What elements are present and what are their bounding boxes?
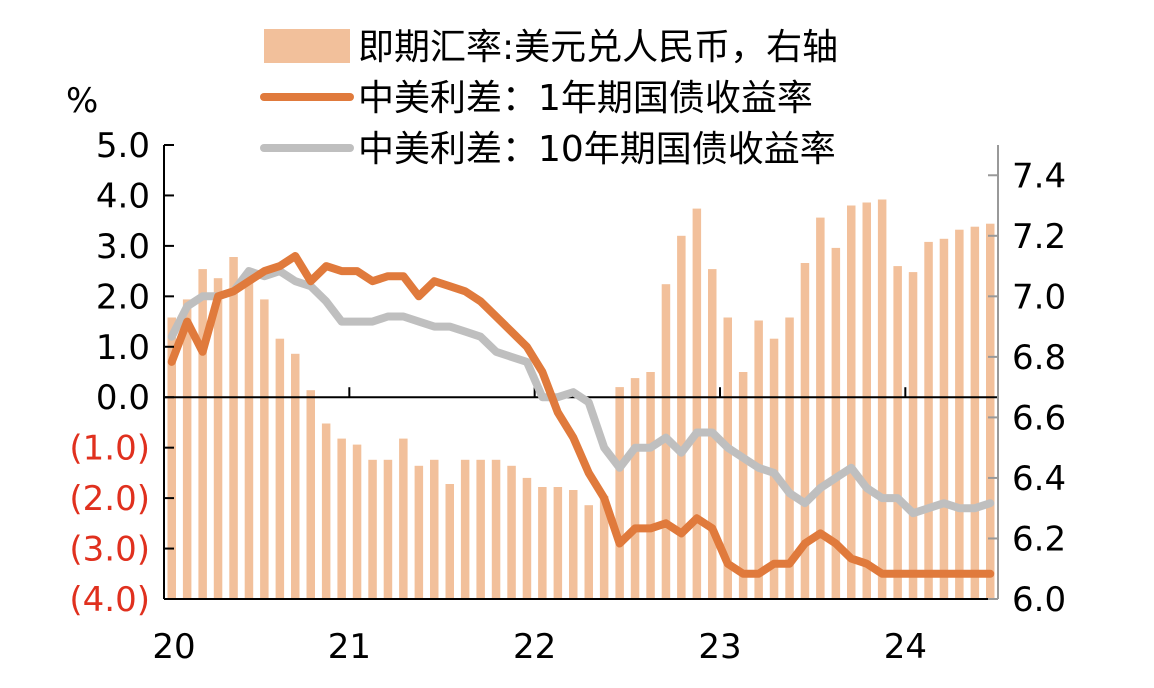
bar-2020-10 xyxy=(306,390,315,599)
left-tick-label: 3.0 xyxy=(96,227,150,267)
left-tick-label: 4.0 xyxy=(96,176,150,216)
bar-2021-12 xyxy=(522,477,532,599)
legend-label: 中美利差：10年期国债收益率 xyxy=(358,129,836,170)
axes-group xyxy=(163,144,999,600)
x-tick-label-22: 22 xyxy=(513,627,556,667)
bar-2024-03 xyxy=(939,238,949,600)
bar-2024-05 xyxy=(970,226,980,599)
left-tick-label: (2.0) xyxy=(69,479,150,519)
bar-2023-12 xyxy=(893,266,902,599)
bar-2024-02 xyxy=(924,241,933,599)
bar-2021-06 xyxy=(430,459,439,599)
legend-label: 中美利差：1年期国债收益率 xyxy=(358,78,813,119)
bar-2020-11 xyxy=(321,423,331,599)
x-tick-label-20: 20 xyxy=(152,627,195,667)
left-tick-label: 5.0 xyxy=(96,126,150,166)
right-tick-label: 6.8 xyxy=(1012,338,1066,378)
bar-2022-01 xyxy=(538,487,547,599)
legend-item-exchange-rate: 即期汇率:美元兑人民币，右轴 xyxy=(264,27,838,68)
bar-2020-08 xyxy=(275,338,285,599)
bar-2023-05 xyxy=(785,317,794,599)
bar-2022-04 xyxy=(584,505,593,599)
bar-2021-07 xyxy=(445,484,454,599)
x-tick-label-24: 24 xyxy=(884,627,927,667)
legend-item-spread-1y: 中美利差：1年期国债收益率 xyxy=(260,78,813,119)
bar-2021-10 xyxy=(491,459,501,599)
right-tick-label: 7.4 xyxy=(1012,156,1066,196)
bar-2022-10 xyxy=(677,235,686,600)
bar-2021-02 xyxy=(368,459,377,599)
bar-2023-11 xyxy=(877,199,887,599)
x-tick-label-21: 21 xyxy=(328,627,371,667)
bar-2023-01 xyxy=(723,317,732,599)
bar-2023-09 xyxy=(847,205,856,599)
right-tick-label: 7.2 xyxy=(1012,217,1066,257)
x-axis-tick-labels: 20 21 22 23 24 xyxy=(152,627,927,667)
right-axis-tick-labels: 7.4 7.2 7.0 6.8 6.6 6.4 6.2 6.0 xyxy=(1012,156,1066,620)
bar-2023-06 xyxy=(800,263,810,599)
bar-2023-02 xyxy=(738,372,748,599)
left-axis-tick-labels: 5.0 4.0 3.0 2.0 1.0 0.0 (1.0) (2.0) (3.0) (4.0) xyxy=(69,126,150,620)
bar-2022-08 xyxy=(646,372,655,599)
line-spread-1y xyxy=(167,252,995,578)
left-tick-label: (4.0) xyxy=(69,580,150,620)
legend-swatch-bar xyxy=(264,29,350,63)
legend-item-spread-10y: 中美利差：10年期国债收益率 xyxy=(260,129,836,170)
left-tick-label: (1.0) xyxy=(69,429,150,469)
bar-2020-03 xyxy=(198,269,207,599)
bar-2023-03 xyxy=(754,320,763,599)
line-series-group xyxy=(167,252,995,578)
right-tick-label: 6.0 xyxy=(1012,580,1066,620)
bar-2020-04 xyxy=(213,278,223,599)
left-tick-label: 1.0 xyxy=(96,328,150,368)
bar-2021-05 xyxy=(414,465,424,599)
bar-2021-08 xyxy=(460,459,470,599)
legend: 即期汇率:美元兑人民币，右轴中美利差：1年期国债收益率中美利差：10年期国债收益… xyxy=(260,27,838,170)
bar-2024-01 xyxy=(908,272,918,599)
bar-2021-09 xyxy=(476,459,485,599)
bar-2021-04 xyxy=(399,438,408,599)
bar-2024-04 xyxy=(955,229,964,599)
bar-2023-07 xyxy=(816,217,825,599)
right-tick-label: 7.0 xyxy=(1012,277,1066,317)
bar-2022-03 xyxy=(569,490,578,599)
bar-2022-07 xyxy=(630,378,640,599)
left-tick-label: 2.0 xyxy=(96,277,150,317)
bar-2022-05 xyxy=(599,496,609,599)
right-tick-label: 6.6 xyxy=(1012,398,1066,438)
bar-2023-08 xyxy=(831,247,841,599)
bar-2022-06 xyxy=(615,387,624,599)
bar-2020-02 xyxy=(182,299,192,599)
bar-2023-10 xyxy=(862,202,871,599)
legend-label: 即期汇率:美元兑人民币，右轴 xyxy=(358,27,838,68)
bar-2024-06 xyxy=(986,223,995,599)
right-tick-label: 6.4 xyxy=(1012,459,1066,499)
bar-2020-09 xyxy=(291,353,300,599)
bar-2021-11 xyxy=(507,465,516,599)
bar-2020-12 xyxy=(337,438,346,599)
left-tick-label: 0.0 xyxy=(96,378,150,418)
bar-2022-11 xyxy=(692,208,702,599)
bar-2020-05 xyxy=(229,257,238,599)
x-tick-label-23: 23 xyxy=(698,627,741,667)
bar-2020-06 xyxy=(244,275,254,599)
bar-2021-03 xyxy=(383,459,393,599)
bar-2020-07 xyxy=(260,299,269,599)
line-spread-10y xyxy=(167,267,995,518)
right-tick-label: 6.2 xyxy=(1012,519,1066,559)
bar-2022-02 xyxy=(553,487,563,599)
left-tick-label: (3.0) xyxy=(69,530,150,570)
left-axis-unit: % xyxy=(66,81,98,121)
bar-2021-01 xyxy=(352,444,362,599)
bar-series-exchange-rate xyxy=(167,199,995,600)
bar-2020-01 xyxy=(167,317,176,599)
